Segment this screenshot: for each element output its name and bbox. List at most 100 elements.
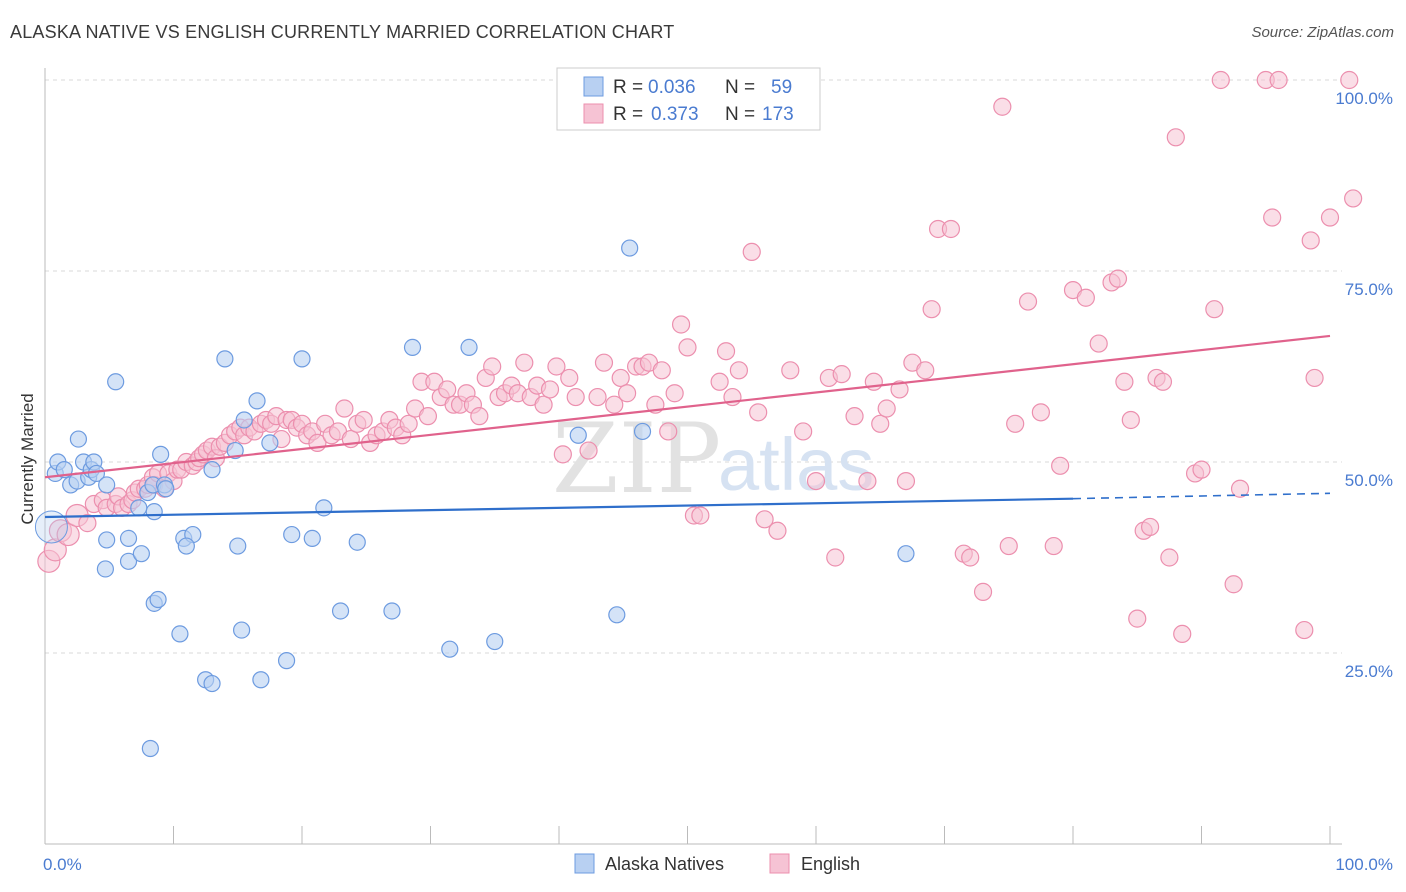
alaska-natives-point [119,552,138,570]
english-point [1230,479,1250,498]
watermark: ZIP atlas [552,403,874,515]
english-point [354,410,373,430]
legend-swatch-alaska-natives [583,76,604,97]
alaska-natives-point [460,338,478,356]
english-point [1224,575,1243,594]
legend-n-value-alaska: 59 [771,77,792,98]
english-point [483,357,502,376]
alaska-natives-point [34,510,68,544]
english-point [78,514,97,533]
english-point [1115,372,1134,391]
english-point [1160,548,1179,567]
english-point [961,548,980,567]
english-point [540,380,560,399]
english-point [560,368,579,388]
english-point [1140,517,1160,537]
grid-lines [45,79,1342,654]
english-point [665,384,684,403]
alaska-natives-point [177,537,195,555]
bottom-legend-label-alaska-natives: Alaska Natives [605,854,724,874]
english-point [806,472,826,491]
english-point [335,399,354,418]
axes [44,68,1342,845]
english-point [896,472,916,491]
alaska-natives-point [69,430,88,448]
legend-n-label-alaska: N = [725,77,755,98]
alaska-natives-point [98,531,116,549]
alaska-natives-point [96,560,114,578]
english-point [993,97,1012,116]
legend-n-value-english: 173 [762,104,794,125]
english-point [1301,231,1320,250]
english-point [832,365,851,384]
english-point [1211,70,1230,90]
legend-swatch-english [583,103,604,124]
english-point [941,219,961,239]
y-tick-label-0: 25.0% [1345,662,1393,681]
alaska-natives-point [130,499,148,517]
legend-r-label-english: R = [613,104,643,125]
alaska-natives-point [141,739,159,758]
alaska-natives-point [277,652,296,670]
alaska-natives-point [441,640,459,658]
alaska-natives-trend-line [44,497,1074,519]
y-tick-label-1: 50.0% [1345,471,1393,490]
alaska-natives-point [119,529,138,548]
alaska-natives-point [252,671,270,689]
english-point [605,395,624,414]
alaska-natives-point [235,411,253,429]
alaska-natives-points [34,239,915,758]
english-point [794,422,813,441]
english-point [1269,70,1288,90]
y-tick-labels: 25.0% 50.0% 75.0% 100.0% [1335,89,1393,681]
english-point [553,445,572,464]
english-point [858,472,877,491]
alaska-natives-point [331,602,350,620]
english-point [890,380,909,399]
english-point [1344,189,1363,208]
alaska-natives-point [149,590,167,609]
english-point [1108,269,1128,288]
alaska-natives-point [383,602,401,620]
english-point [742,242,761,261]
alaska-natives-point [293,350,311,368]
alaska-natives-point [145,503,163,521]
legend-r-value-alaska: 0.036 [648,77,696,98]
alaska-natives-point [229,537,247,555]
english-point [1305,368,1324,388]
english-point [438,380,457,399]
alaska-natives-point [621,239,639,257]
alaska-natives-point [216,350,234,368]
english-point [671,315,691,334]
english-point [618,384,637,403]
bottom-legend-swatch-english [769,853,790,874]
y-tick-label-3: 100.0% [1335,89,1393,108]
english-point [678,338,697,357]
english-trend-line [44,334,1331,479]
bottom-legend-label-english: English [801,854,860,874]
english-point [1320,208,1340,227]
english-point [710,372,729,391]
alaska-natives-point [203,674,221,693]
english-point [1044,536,1063,556]
english-point [1051,456,1070,475]
english-point [566,387,585,407]
english-point [1031,403,1050,422]
english-point [418,407,438,426]
english-point [755,510,774,529]
chart-title: ALASKA NATIVE VS ENGLISH CURRENTLY MARRI… [10,22,675,42]
english-point [1006,414,1025,433]
english-points [37,70,1363,644]
legend-r-value-english: 0.373 [651,104,699,125]
english-point [56,522,80,547]
alaska-natives-point [98,476,116,494]
alaska-natives-point [152,445,170,463]
x-tick-label-1: 100.0% [1335,855,1393,874]
english-point [973,582,993,601]
series-legend: Alaska Natives English [574,853,860,874]
english-point [729,361,749,380]
english-point [611,368,630,388]
english-point [1205,300,1224,319]
english-point [652,361,671,380]
